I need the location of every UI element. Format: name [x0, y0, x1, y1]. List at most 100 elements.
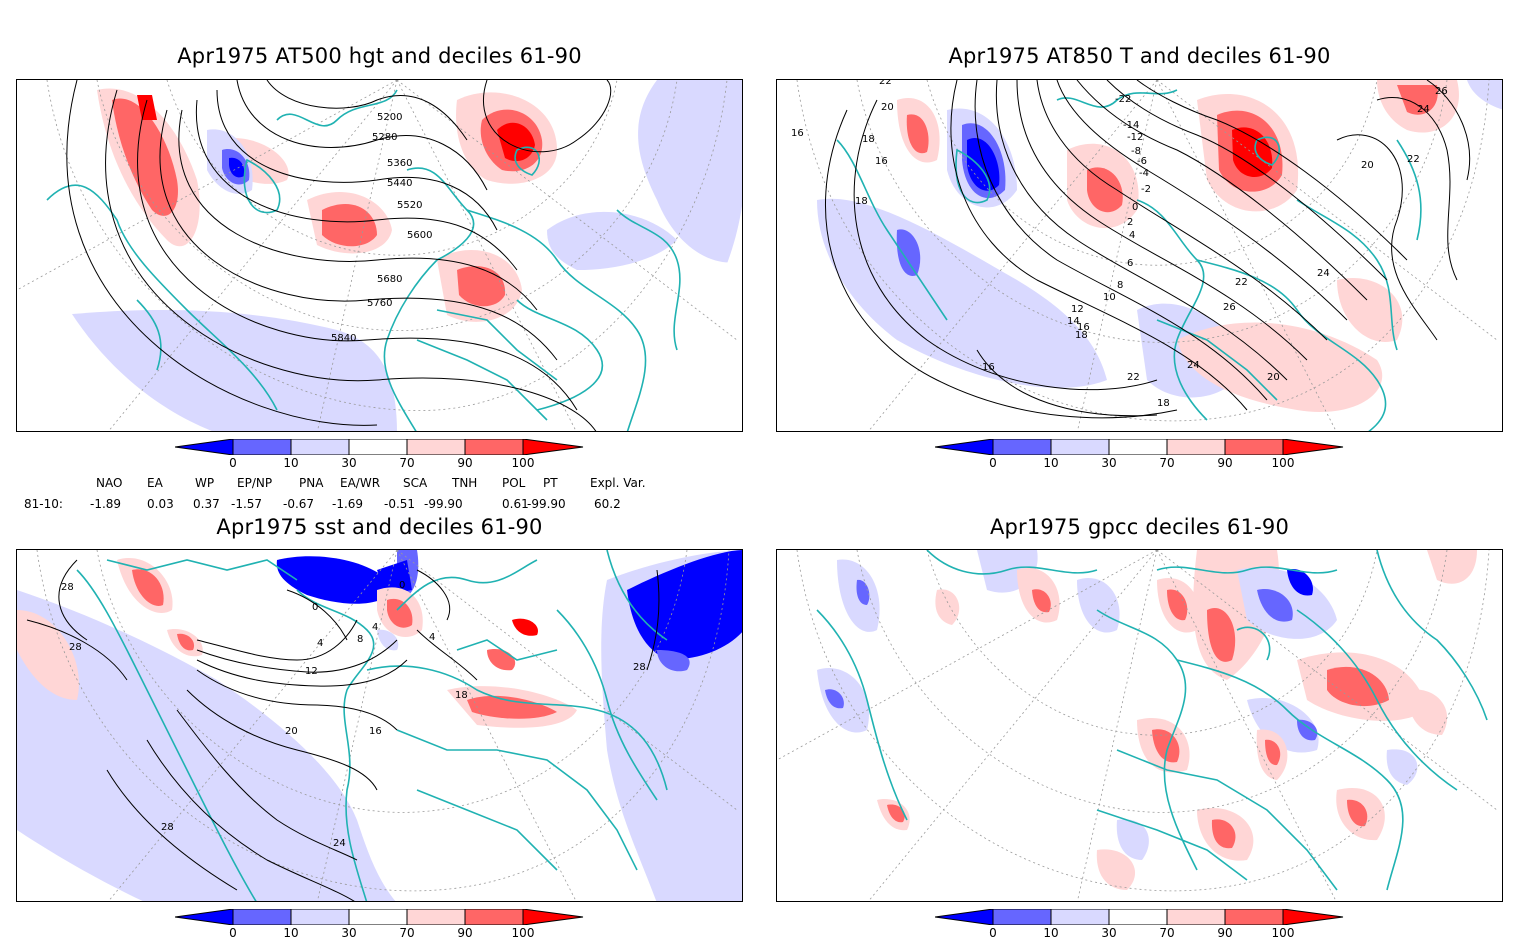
- map-t850: -22 -14 -12 -8 -6 -4 -2 0 2 4 6 8 10 12 …: [776, 79, 1503, 432]
- colorbar-bottom-left: 0 10 30 70 90 100: [175, 909, 595, 943]
- shade-blue: [856, 579, 870, 605]
- colorbar-tick: 0: [989, 456, 997, 470]
- contour-label: 18: [862, 134, 875, 145]
- contour-label: -22: [1115, 94, 1131, 105]
- shade-blue: [657, 650, 690, 672]
- shade-strong-red: [1232, 127, 1273, 178]
- colorbar-tick: 10: [1043, 456, 1059, 470]
- contour-label: 8: [1117, 280, 1123, 291]
- shade-red: [1167, 589, 1188, 621]
- shade-red: [177, 633, 195, 651]
- shade-strong-red: [497, 122, 535, 162]
- contour-label: 24: [1417, 104, 1430, 115]
- index-header: EA/WR: [340, 476, 381, 490]
- contour-label: 4: [317, 638, 323, 649]
- shade-light-red: [1096, 849, 1136, 890]
- shade-red: [467, 695, 557, 719]
- colorbar-tick: 70: [1159, 456, 1175, 470]
- contour-label: 24: [333, 838, 346, 849]
- contour-label: 28: [633, 662, 646, 673]
- contour-label: 20: [285, 726, 298, 737]
- colorbar-tick: 0: [229, 926, 237, 940]
- shade-light-blue: [1077, 578, 1120, 633]
- shade-light-red: [935, 589, 960, 625]
- shade-red: [1265, 739, 1281, 766]
- shade-blue: [896, 229, 921, 276]
- index-value: -1.89: [90, 497, 122, 511]
- shade-strong-red: [512, 618, 538, 636]
- contour-label: 5520: [397, 200, 422, 211]
- contour-label: 20: [1361, 160, 1374, 171]
- colorbar-tick: 30: [341, 926, 357, 940]
- contour-label: 20: [1267, 372, 1280, 383]
- contour-label: 26: [1223, 302, 1236, 313]
- contour-label: -2: [1141, 184, 1151, 195]
- index-header: EP/NP: [237, 476, 273, 490]
- index-header: NAO: [96, 476, 123, 490]
- contour-label: 16: [1077, 322, 1090, 333]
- colorbar-top-left: 0 10 30 70 90 100: [175, 439, 595, 473]
- shade-red: [887, 804, 905, 823]
- contour-label: 20: [881, 102, 894, 113]
- contour-label: 5760: [367, 298, 392, 309]
- contour-label: 14: [1067, 316, 1080, 327]
- index-value: -1.69: [332, 497, 364, 511]
- shade-red: [1397, 85, 1438, 115]
- shade-light-blue: [17, 590, 396, 901]
- colorbar-tick: 100: [1271, 926, 1295, 940]
- index-header: POL: [502, 476, 526, 490]
- shade-red: [387, 598, 413, 628]
- shade-light-blue: [817, 198, 1107, 388]
- contour-label: 12: [1071, 304, 1084, 315]
- contour-label: 28: [69, 642, 82, 653]
- contour-label: 22: [1407, 154, 1420, 165]
- contour-label: 18: [455, 690, 468, 701]
- shade-light-red: [1407, 689, 1448, 735]
- colorbar-tick: 0: [229, 456, 237, 470]
- contour-label: 5200: [377, 112, 402, 123]
- colorbar-tick: 100: [511, 926, 535, 940]
- contour-label: 0: [1132, 202, 1138, 213]
- index-header: PNA: [299, 476, 324, 490]
- contour-label: -12: [1127, 132, 1143, 143]
- contour-label: 16: [982, 362, 995, 373]
- contour-label: 18: [1157, 398, 1170, 409]
- shade-blue: [1297, 719, 1318, 741]
- shade-strong-blue: [967, 138, 1000, 191]
- shade-light-red: [1427, 550, 1477, 584]
- shade-light-blue: [1467, 80, 1502, 110]
- colorbar-tick: 70: [399, 456, 415, 470]
- colorbar-tick: 10: [283, 456, 299, 470]
- index-value: 60.2: [594, 497, 621, 511]
- colorbar-tick: 100: [1271, 456, 1295, 470]
- shade-light-red: [1337, 278, 1403, 342]
- colorbar-top-right: 0 10 30 70 90 100: [935, 439, 1355, 473]
- contour-label: 8: [357, 634, 363, 645]
- map-gpcc: [776, 549, 1503, 902]
- colorbar-tick: 10: [1043, 926, 1059, 940]
- index-row-label: 81-10:: [24, 497, 63, 511]
- index-value: -99.90: [527, 497, 566, 511]
- colorbar-tick: 30: [1101, 926, 1117, 940]
- contour-label: 22: [1235, 277, 1248, 288]
- index-header: EA: [147, 476, 163, 490]
- index-value: 0.03: [147, 497, 174, 511]
- shade-red: [132, 569, 164, 606]
- shade-light-blue: [1247, 698, 1319, 753]
- contour-label: 28: [161, 822, 174, 833]
- contour-label: 2: [1127, 217, 1133, 228]
- shade-red: [457, 266, 506, 307]
- contour-label: 22: [879, 80, 892, 87]
- contour-label: 5840: [331, 333, 356, 344]
- shade-red: [1211, 819, 1236, 849]
- index-header: PT: [543, 476, 558, 490]
- index-header: Expl. Var.: [590, 476, 646, 490]
- contour-label: 4: [1129, 230, 1135, 241]
- index-value: -0.67: [283, 497, 315, 511]
- shade-red: [1347, 799, 1368, 827]
- panel-title-t850: Apr1975 AT850 T and deciles 61-90: [948, 44, 1331, 68]
- shade-red: [1032, 589, 1051, 613]
- contour-label: -4: [1139, 168, 1149, 179]
- shade-red: [322, 204, 377, 247]
- map-sst: 28 28 0 4 8 12 4 0 4 16 18 20 24 28 28: [16, 549, 743, 902]
